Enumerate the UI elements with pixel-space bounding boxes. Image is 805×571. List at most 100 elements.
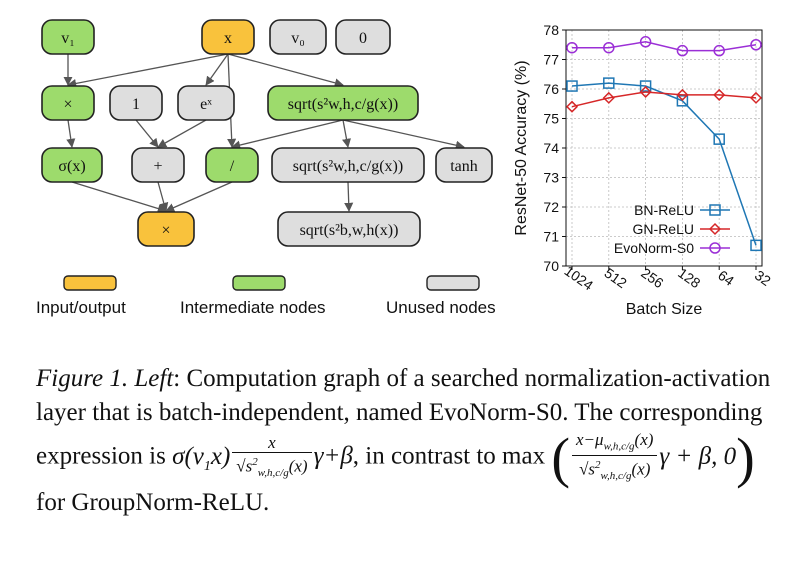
graph-node-label: + xyxy=(153,158,162,175)
data-point xyxy=(713,133,725,145)
series-EvoNorm-S0 xyxy=(566,36,762,57)
y-tick-label: 74 xyxy=(543,140,559,156)
graph-edge-plus-mul2 xyxy=(157,181,169,212)
graph-node-label: v₀ xyxy=(291,30,305,47)
y-axis-label: ResNet-50 Accuracy (%) xyxy=(513,60,530,235)
legend-swatch-intermediate xyxy=(232,275,286,291)
graph-node-label: 0 xyxy=(359,30,367,47)
data-point xyxy=(676,88,689,101)
legend-label-unused: Unused nodes xyxy=(386,298,496,317)
legend-entry-label: BN-ReLU xyxy=(634,202,694,218)
caption-text-2: , in contrast to max xyxy=(352,442,546,470)
graph-node-exp: eˣ xyxy=(177,85,235,121)
legend-entry-label: EvoNorm-S0 xyxy=(614,240,694,256)
series-GN-ReLU xyxy=(565,85,763,113)
data-point xyxy=(566,41,578,54)
data-point xyxy=(639,36,652,48)
legend-entry-label: GN-ReLU xyxy=(633,221,694,237)
graph-node-label: v₁ xyxy=(61,30,75,47)
y-tick-label: 77 xyxy=(543,52,559,68)
graph-edge-mul1-sigma xyxy=(66,119,76,148)
data-point xyxy=(603,41,615,54)
graph-edge-sqrt1-sqrt2 xyxy=(342,119,351,148)
graph-node-mul1: × xyxy=(41,85,95,121)
data-point xyxy=(676,95,689,107)
graph-node-v1: v₁ xyxy=(41,19,95,55)
graph-node-label: sqrt(s²b,w,h(x)) xyxy=(300,222,399,239)
y-tick-label: 72 xyxy=(543,199,559,215)
y-tick-label: 78 xyxy=(543,22,559,38)
caption-text-3: for GroupNorm-ReLU. xyxy=(36,489,270,516)
y-tick-label: 76 xyxy=(543,81,559,97)
graph-node-label: σ(x) xyxy=(58,158,85,175)
graph-edges xyxy=(63,53,465,213)
caption-text-1: : Computation graph of a searched normal… xyxy=(36,365,771,470)
y-tick-label: 70 xyxy=(543,258,559,274)
graph-node-plus: + xyxy=(131,147,185,183)
accuracy-chart: 70 71 72 73 74 75 76 77 78 1024 512 256 128 64 32 Batch… xyxy=(513,22,774,318)
graph-node-label: eˣ xyxy=(200,96,212,113)
y-tick-label: 71 xyxy=(543,229,559,245)
graph-edge-exp-plus xyxy=(157,119,207,148)
legend-label-io: Input/output xyxy=(36,298,126,317)
graph-node-zero: 0 xyxy=(335,19,391,55)
graph-node-label: 1 xyxy=(132,96,140,113)
graph-edge-one-plus xyxy=(135,119,159,148)
data-point xyxy=(749,91,763,104)
legend-entry-marker xyxy=(708,222,722,236)
graph-node-v0: v₀ xyxy=(269,19,327,55)
caption-fraction: x √s2w,h,c/g(x) xyxy=(232,433,312,482)
legend-label-intermediate: Intermediate nodes xyxy=(180,298,326,317)
data-point xyxy=(639,85,652,99)
x-tick-label: 256 xyxy=(638,265,666,292)
graph-edge-x-exp xyxy=(205,53,229,86)
graph-node-label: sqrt(s²w,h,c/g(x)) xyxy=(293,158,403,175)
x-tick-label: 1024 xyxy=(562,262,597,293)
graph-node-label: / xyxy=(230,158,235,175)
caption-label: Figure 1. xyxy=(36,365,129,392)
data-point xyxy=(566,80,578,92)
data-point xyxy=(713,88,726,101)
series-line xyxy=(572,41,757,52)
x-tick-label: 32 xyxy=(752,267,774,289)
data-point xyxy=(565,100,579,113)
graph-node-label: x xyxy=(224,30,232,47)
graph-node-label: sqrt(s²w,h,c/g(x)) xyxy=(288,96,398,113)
graph-node-sqrt1: sqrt(s²w,h,c/g(x)) xyxy=(267,85,419,121)
figure: v₁ x v₀ 0 × 1 eˣ sqrt(s²w,h,c/g(x)) σ(x) + / sqrt(s… xyxy=(36,19,774,318)
graph-edge-sqrt1-tanh xyxy=(342,119,465,150)
graph-node-label: × xyxy=(161,222,170,239)
legend-entry-marker xyxy=(709,204,721,216)
graph-edge-x-sqrt1 xyxy=(227,53,344,88)
graph-node-tanh: tanh xyxy=(435,147,493,183)
chart-legend: BN-ReLU GN-ReLU EvoNorm-S0 xyxy=(614,202,730,256)
x-tick-label: 128 xyxy=(675,265,703,292)
graph-node-div: / xyxy=(205,147,259,183)
graph-node-sqrt2: sqrt(s²w,h,c/g(x)) xyxy=(271,147,425,183)
graph-edge-sigma-mul2 xyxy=(71,181,167,213)
data-point xyxy=(602,91,615,104)
x-tick-label: 512 xyxy=(602,265,630,292)
x-axis-label: Batch Size xyxy=(626,301,703,318)
graph-edge-sqrt2-sqrt3 xyxy=(344,181,354,212)
data-point xyxy=(676,44,689,57)
data-point xyxy=(603,77,615,89)
caption-max-expression: (x−μw,h,c/g(x) √s2w,h,c/g(x) γ + β, 0) xyxy=(551,427,755,489)
graph-legend: Input/output Intermediate nodes Unused n… xyxy=(36,275,496,317)
data-point xyxy=(750,239,762,252)
x-tick-label: 64 xyxy=(715,267,737,289)
graph-edge-x-mul1 xyxy=(67,53,229,88)
graph-node-x: x xyxy=(201,19,255,55)
graph-node-label: tanh xyxy=(450,158,478,175)
legend-entry-marker xyxy=(709,242,721,254)
graph-node-sigma: σ(x) xyxy=(41,147,103,183)
caption-expression: σ(v1x) xyxy=(172,442,231,474)
y-tick-label: 73 xyxy=(543,170,559,186)
graph-edge-sqrt1-div xyxy=(231,119,344,150)
figure-caption: Figure 1. Left: Computation graph of a s… xyxy=(36,365,771,516)
series-line xyxy=(571,91,757,108)
graph-node-label: × xyxy=(63,96,72,113)
data-point xyxy=(639,80,652,92)
graph-node-one: 1 xyxy=(109,85,163,121)
data-point xyxy=(750,39,762,51)
